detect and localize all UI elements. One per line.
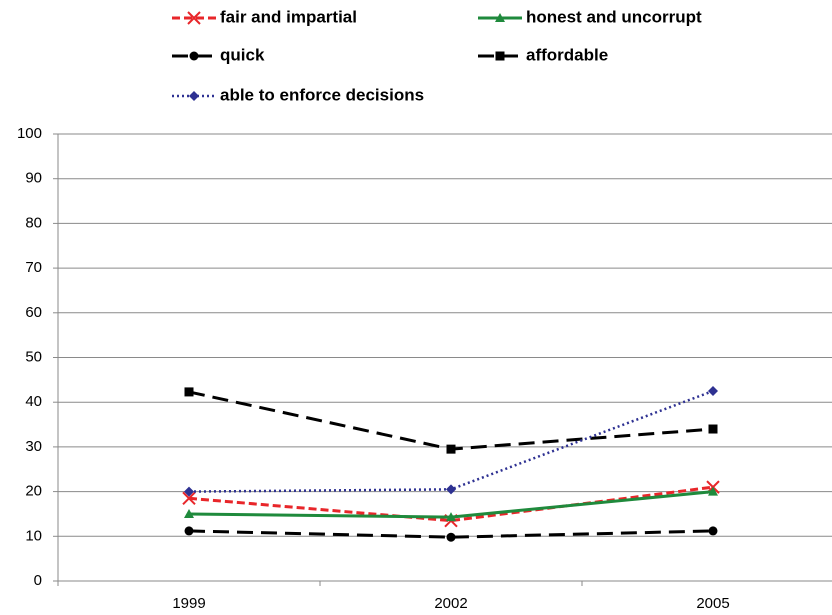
y-tick-label: 10: [25, 527, 42, 544]
x-tick-label: 1999: [172, 595, 205, 612]
x-tick-label: 2002: [434, 595, 467, 612]
y-tick-label: 40: [25, 393, 42, 410]
y-tick-label: 90: [25, 170, 42, 187]
marker: [446, 512, 456, 522]
marker: [184, 387, 194, 397]
marker: [708, 386, 718, 397]
legend-label: fair and impartial: [220, 7, 357, 26]
marker: [708, 424, 718, 434]
series-line: [188, 529, 714, 539]
marker: [189, 51, 199, 61]
y-tick-label: 50: [25, 348, 42, 365]
legend-label: able to enforce decisions: [220, 85, 424, 104]
marker: [184, 508, 194, 518]
marker: [446, 484, 456, 495]
legend: fair and impartial honest and uncorrupt qu…: [172, 7, 702, 104]
series-line: [188, 389, 714, 493]
y-tick-label: 30: [25, 438, 42, 455]
marker: [187, 11, 201, 25]
legend-label: honest and uncorrupt: [526, 7, 702, 26]
series-line: [188, 485, 714, 523]
legend-label: affordable: [526, 45, 608, 64]
legend-label: quick: [220, 45, 265, 64]
y-tick-label: 80: [25, 214, 42, 231]
y-tick-label: 100: [17, 125, 42, 142]
marker: [184, 486, 194, 497]
marker: [189, 91, 199, 101]
series-line: [188, 390, 714, 451]
y-tick-label: 60: [25, 304, 42, 321]
marker: [446, 444, 456, 454]
marker: [182, 491, 196, 506]
y-tick-label: 20: [25, 483, 42, 500]
marker: [184, 526, 194, 536]
marker: [495, 51, 505, 61]
marker: [446, 532, 456, 542]
y-tick-label: 0: [34, 572, 42, 589]
x-tick-label: 2005: [696, 595, 729, 612]
y-tick-label: 70: [25, 259, 42, 276]
marker: [495, 13, 505, 22]
marker: [708, 486, 718, 496]
marker: [708, 526, 718, 536]
